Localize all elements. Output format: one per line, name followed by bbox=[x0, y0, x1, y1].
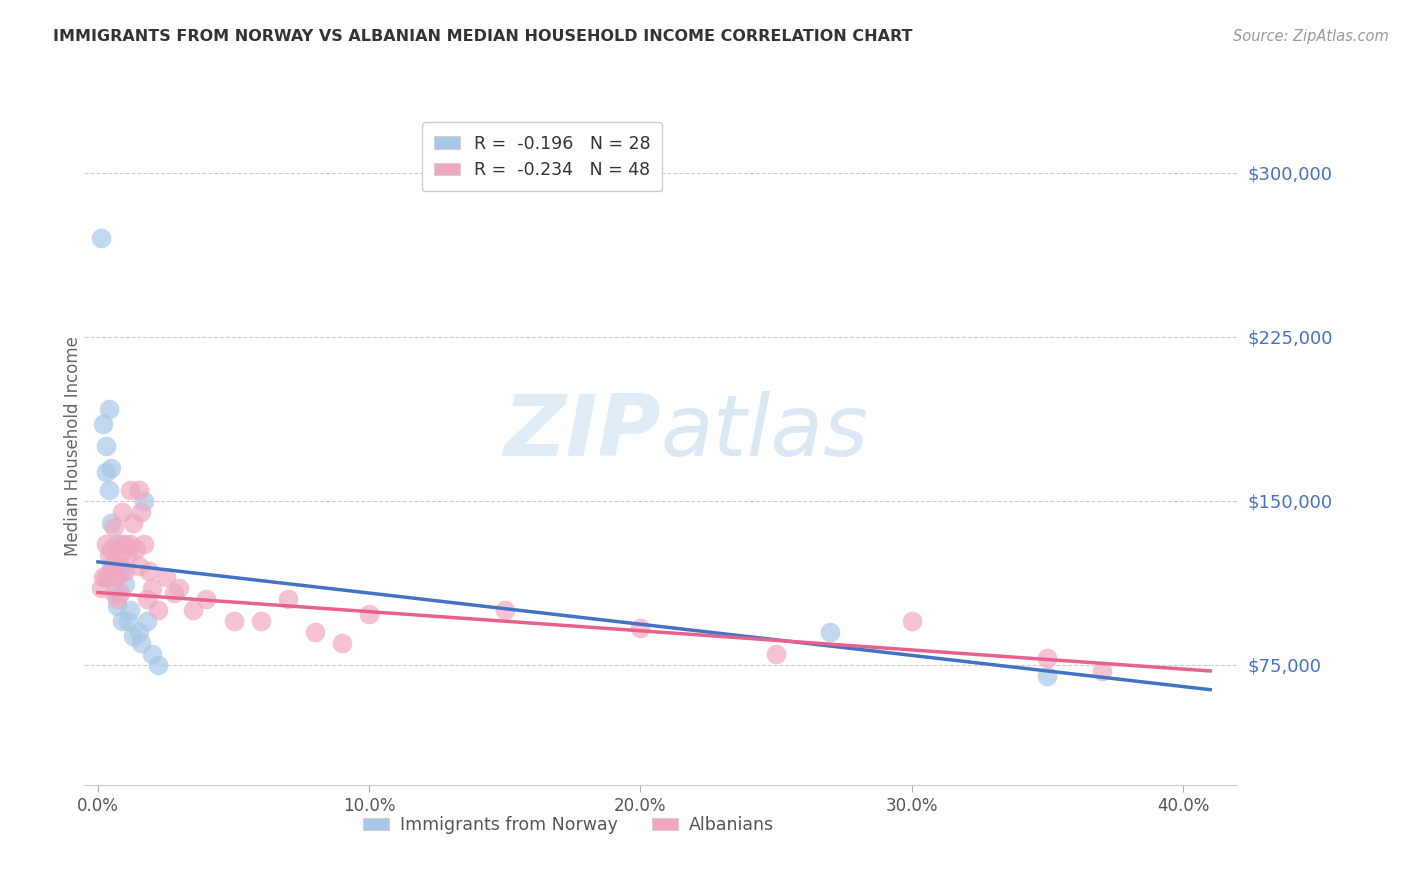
Point bbox=[97, 483, 120, 497]
Point bbox=[132, 537, 155, 551]
Text: IMMIGRANTS FROM NORWAY VS ALBANIAN MEDIAN HOUSEHOLD INCOME CORRELATION CHART: IMMIGRANTS FROM NORWAY VS ALBANIAN MEDIA… bbox=[53, 29, 912, 44]
Point bbox=[135, 614, 157, 628]
Point bbox=[93, 417, 115, 431]
Point bbox=[108, 585, 131, 599]
Point bbox=[181, 603, 204, 617]
Point bbox=[120, 537, 142, 551]
Point bbox=[108, 549, 131, 563]
Point bbox=[195, 592, 218, 607]
Point bbox=[128, 559, 150, 574]
Point bbox=[128, 483, 150, 497]
Point bbox=[132, 493, 155, 508]
Point bbox=[128, 624, 150, 639]
Point bbox=[103, 559, 125, 574]
Point bbox=[103, 520, 125, 534]
Point bbox=[100, 541, 122, 556]
Point bbox=[900, 614, 922, 628]
Point bbox=[1036, 668, 1059, 682]
Point bbox=[94, 570, 117, 584]
Point bbox=[141, 581, 163, 595]
Point bbox=[146, 657, 169, 672]
Point bbox=[131, 636, 153, 650]
Point bbox=[330, 636, 353, 650]
Point bbox=[114, 576, 136, 591]
Point bbox=[100, 461, 122, 475]
Point bbox=[249, 614, 271, 628]
Point bbox=[105, 592, 128, 607]
Point bbox=[111, 564, 134, 578]
Point bbox=[100, 559, 122, 574]
Point bbox=[100, 564, 122, 578]
Point bbox=[122, 629, 145, 643]
Point bbox=[114, 564, 136, 578]
Point bbox=[122, 516, 145, 530]
Point bbox=[97, 549, 120, 563]
Point bbox=[103, 570, 125, 584]
Point bbox=[108, 559, 131, 574]
Point bbox=[120, 483, 142, 497]
Point bbox=[100, 516, 122, 530]
Point bbox=[114, 537, 136, 551]
Point bbox=[138, 564, 160, 578]
Point bbox=[117, 614, 139, 628]
Point bbox=[111, 614, 134, 628]
Point bbox=[94, 439, 117, 453]
Text: ZIP: ZIP bbox=[503, 391, 661, 474]
Point bbox=[494, 603, 516, 617]
Point bbox=[105, 570, 128, 584]
Point bbox=[90, 581, 112, 595]
Point bbox=[155, 570, 177, 584]
Point bbox=[93, 570, 115, 584]
Point bbox=[117, 549, 139, 563]
Point bbox=[97, 570, 120, 584]
Point bbox=[105, 599, 128, 613]
Point bbox=[94, 537, 117, 551]
Point bbox=[94, 465, 117, 479]
Point bbox=[1036, 651, 1059, 665]
Point bbox=[146, 603, 169, 617]
Point bbox=[97, 401, 120, 416]
Text: atlas: atlas bbox=[661, 391, 869, 474]
Point bbox=[1091, 665, 1114, 679]
Legend: Immigrants from Norway, Albanians: Immigrants from Norway, Albanians bbox=[356, 809, 780, 840]
Point bbox=[765, 647, 787, 661]
Point bbox=[131, 505, 153, 519]
Point bbox=[111, 537, 134, 551]
Point bbox=[135, 592, 157, 607]
Point bbox=[105, 537, 128, 551]
Point bbox=[163, 585, 186, 599]
Point bbox=[169, 581, 191, 595]
Point bbox=[222, 614, 245, 628]
Text: Source: ZipAtlas.com: Source: ZipAtlas.com bbox=[1233, 29, 1389, 44]
Y-axis label: Median Household Income: Median Household Income bbox=[65, 336, 82, 556]
Point bbox=[277, 592, 299, 607]
Point bbox=[820, 624, 842, 639]
Point bbox=[90, 231, 112, 245]
Point bbox=[359, 607, 381, 622]
Point bbox=[125, 541, 148, 556]
Point bbox=[120, 603, 142, 617]
Point bbox=[141, 647, 163, 661]
Point bbox=[630, 620, 652, 634]
Point bbox=[103, 585, 125, 599]
Point bbox=[111, 505, 134, 519]
Point bbox=[304, 624, 326, 639]
